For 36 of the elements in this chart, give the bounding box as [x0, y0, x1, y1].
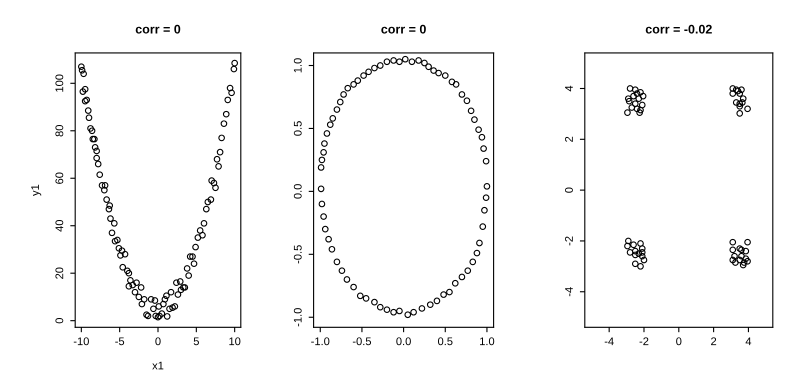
y-tick-label: 0.5	[294, 121, 302, 136]
x-tick-label: 5	[194, 337, 199, 346]
y-tick-label: 100	[55, 74, 64, 92]
chart-title: corr = 0	[136, 24, 180, 34]
x-tick-label: -2	[640, 337, 648, 346]
y-tick-label: 4	[565, 86, 573, 92]
x-tick-label: 10	[229, 337, 240, 346]
x-tick-label: -5	[115, 337, 124, 346]
x-tick-label: -1.0	[311, 337, 330, 346]
chart-title: corr = -0.02	[646, 24, 712, 34]
y-tick-label: 20	[55, 267, 64, 279]
x-tick-label: -4	[604, 337, 614, 346]
x-axis-title: x1	[152, 362, 164, 370]
y-tick-label: 0	[55, 318, 64, 324]
y-axis-title: y1	[31, 184, 42, 196]
y-tick-label: -1.0	[294, 308, 302, 326]
x-tick-label: 2	[711, 337, 716, 346]
x-tick-label: -10	[74, 337, 89, 346]
x-tick-label: -0.5	[352, 337, 372, 346]
x-tick-label: 0.5	[438, 337, 453, 346]
y-tick-label: -2	[565, 236, 573, 246]
y-tick-label: 0	[565, 187, 573, 193]
chart-title: corr = 0	[381, 24, 426, 34]
y-tick-label: -0.5	[294, 245, 302, 264]
x-tick-label: 0	[155, 337, 161, 346]
y-tick-label: 1.0	[294, 58, 302, 72]
y-tick-label: 0.0	[294, 184, 302, 199]
x-tick-label: 4	[746, 337, 752, 346]
y-tick-label: 80	[55, 125, 64, 136]
y-tick-label: 40	[55, 220, 64, 232]
x-tick-label: 0.0	[396, 337, 411, 346]
x-tick-label: 0	[676, 337, 682, 346]
x-tick-label: 1.0	[480, 337, 494, 346]
y-tick-label: 2	[565, 136, 573, 142]
y-tick-label: -4	[565, 287, 573, 296]
y-tick-label: 60	[55, 172, 64, 184]
